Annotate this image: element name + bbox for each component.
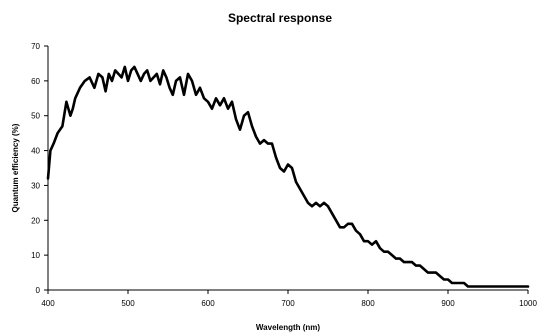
y-tick-label: 70: [31, 42, 40, 51]
x-tick-label: 400: [41, 299, 55, 308]
x-axis-label: Wavelength (nm): [256, 323, 320, 332]
y-tick-label: 10: [31, 251, 40, 260]
series-line: [46, 65, 530, 288]
y-tick-label: 40: [31, 147, 40, 156]
x-tick-label: 700: [281, 299, 295, 308]
tick-group: 400 500 600 700 800 900 1000 0 10 20 30 40 50 60 70: [31, 42, 537, 308]
y-tick-label: 30: [31, 181, 40, 190]
x-tick-label: 600: [201, 299, 215, 308]
y-axis-label: Quantum efficiency (%): [11, 123, 20, 212]
x-tick-label: 900: [441, 299, 455, 308]
y-tick-label: 0: [36, 286, 41, 295]
series-group: [46, 65, 530, 288]
x-tick-label: 500: [121, 299, 135, 308]
y-tick-label: 50: [31, 112, 40, 121]
y-tick-label: 20: [31, 216, 40, 225]
x-tick-label: 1000: [519, 299, 537, 308]
y-tick-label: 60: [31, 77, 40, 86]
chart-title: Spectral response: [228, 11, 332, 25]
x-tick-label: 800: [361, 299, 375, 308]
